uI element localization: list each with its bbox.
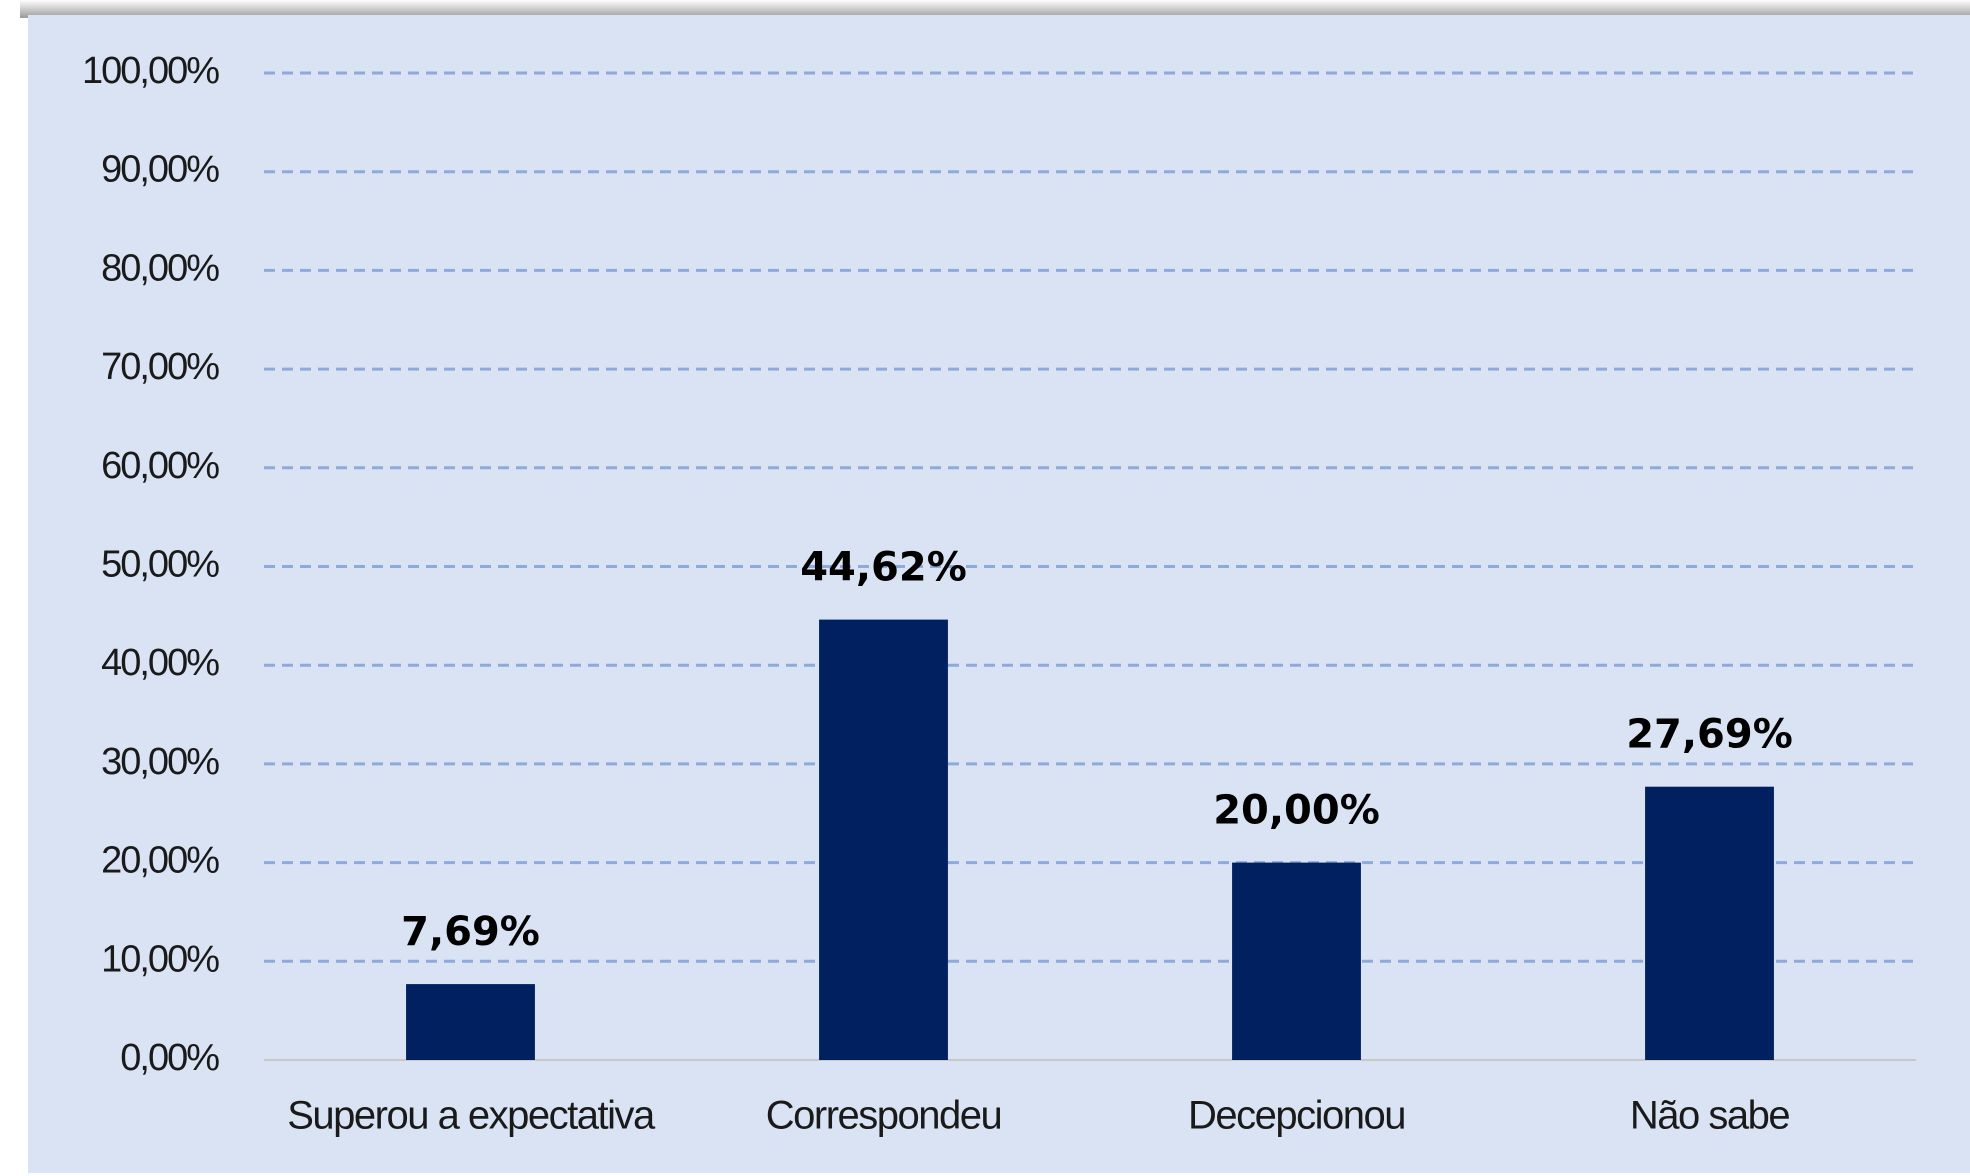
- y-tick-label: 0,00%: [120, 1037, 219, 1079]
- x-tick-label: Decepcionou: [1188, 1094, 1405, 1138]
- y-tick-label: 80,00%: [101, 247, 219, 289]
- bar: [1645, 786, 1774, 1060]
- data-label: 7,69%: [401, 909, 540, 955]
- y-tick-label: 50,00%: [101, 544, 219, 586]
- bar: [819, 619, 948, 1060]
- data-label: 27,69%: [1626, 712, 1793, 758]
- y-tick-label: 60,00%: [101, 445, 219, 487]
- data-label: 44,62%: [800, 545, 967, 591]
- x-tick-label: Correspondeu: [766, 1094, 1002, 1138]
- x-tick-label: Não sabe: [1630, 1094, 1789, 1138]
- bar: [406, 984, 535, 1060]
- y-tick-label: 30,00%: [101, 741, 219, 783]
- x-tick-label: Superou a expectativa: [287, 1094, 656, 1138]
- data-label: 20,00%: [1213, 788, 1380, 834]
- panel-shadow: [20, 0, 1970, 18]
- y-tick-label: 70,00%: [101, 346, 219, 388]
- y-tick-label: 20,00%: [101, 840, 219, 882]
- y-tick-label: 40,00%: [101, 642, 219, 684]
- y-tick-label: 100,00%: [82, 50, 219, 92]
- bar: [1232, 862, 1361, 1060]
- y-tick-label: 10,00%: [101, 938, 219, 980]
- y-tick-label: 90,00%: [101, 149, 219, 191]
